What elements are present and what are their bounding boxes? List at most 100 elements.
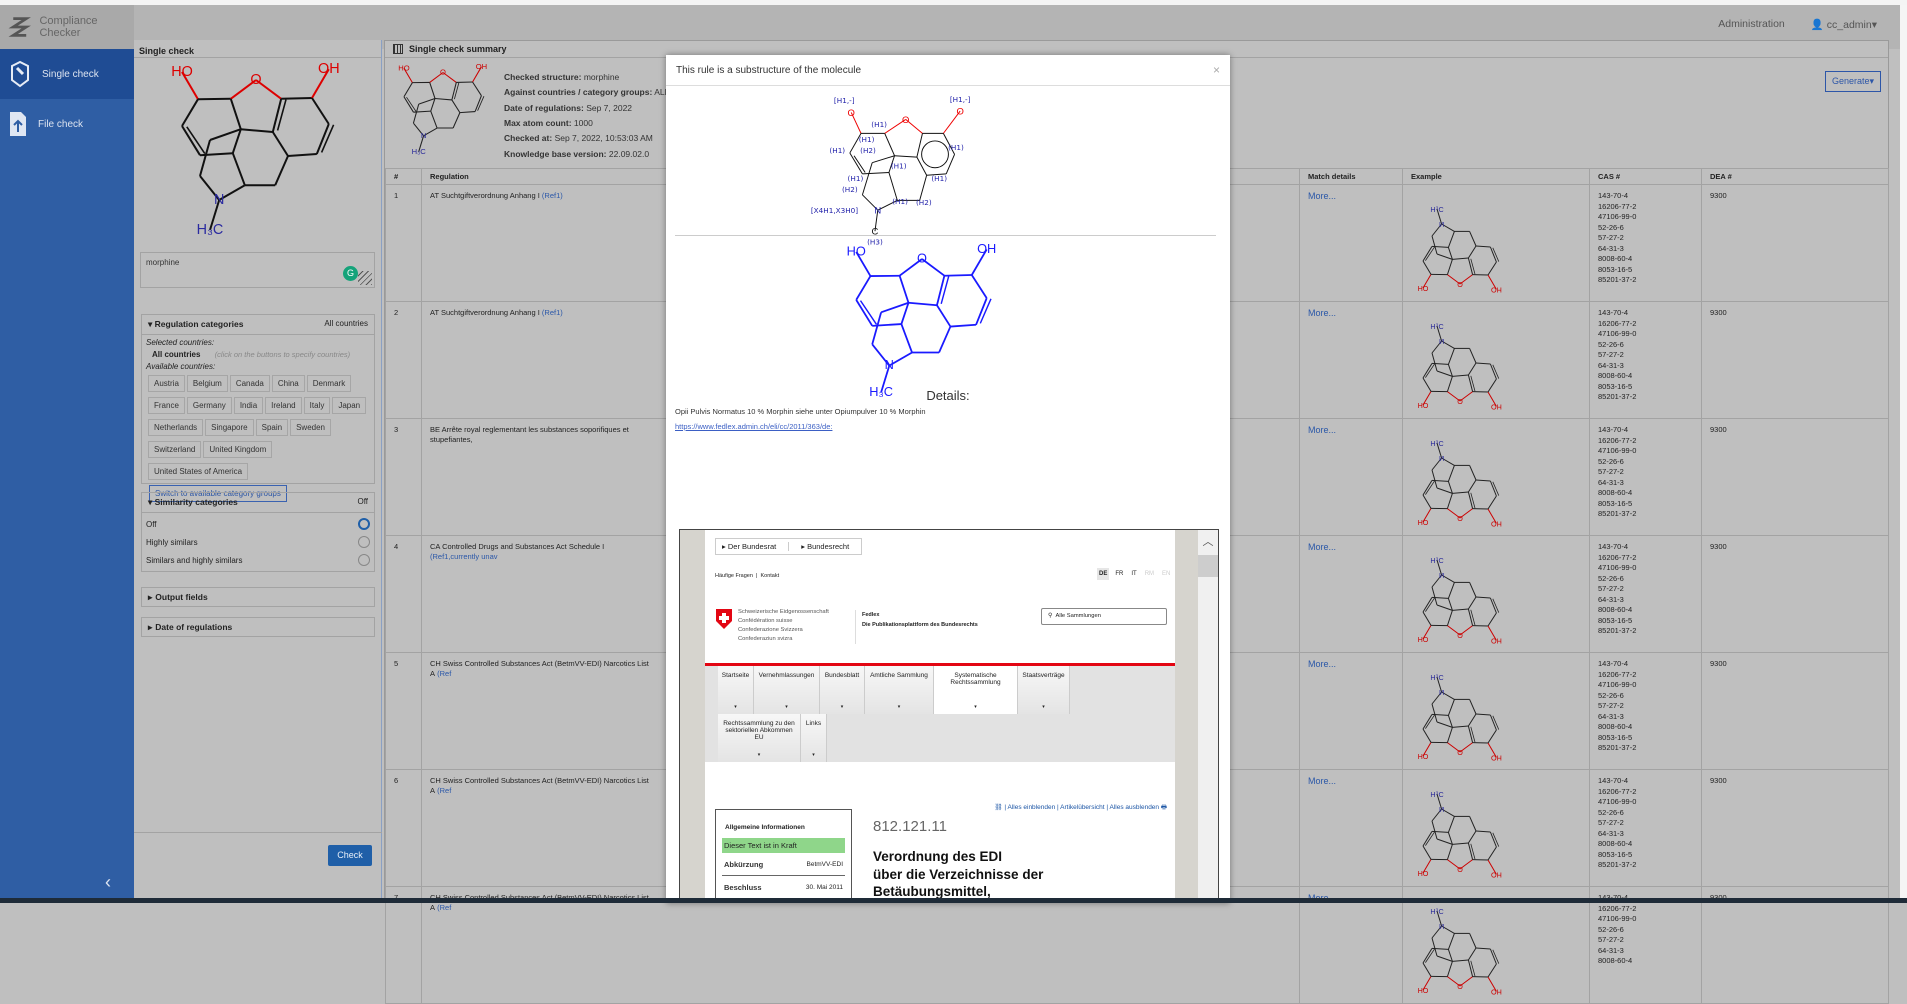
fedlex-nav-tab[interactable]: Amtliche Sammlung▾ <box>865 666 934 714</box>
confederation-name: Confédération suisse <box>738 617 829 626</box>
country-button[interactable]: Netherlands <box>148 419 203 436</box>
reference-link[interactable]: (Ref <box>437 903 451 912</box>
reference-link[interactable]: (Ref1) <box>542 308 563 317</box>
atom-label: HO <box>398 63 409 72</box>
atom-label: O <box>1457 397 1463 406</box>
language-option[interactable]: DE <box>1097 568 1109 580</box>
country-button[interactable]: Japan <box>332 397 366 414</box>
language-option[interactable]: IT <box>1129 568 1138 580</box>
substructure-modal: This rule is a substructure of the molec… <box>666 55 1230 903</box>
country-button[interactable]: United States of America <box>148 463 248 480</box>
match-details-link[interactable]: More... <box>1308 776 1336 786</box>
country-button[interactable]: United Kingdom <box>203 441 272 458</box>
country-button[interactable]: Germany <box>187 397 232 414</box>
cas-number: 8008-60-4 <box>1598 605 1693 616</box>
sidebar-item-single-check[interactable]: Single check <box>0 49 134 99</box>
country-button[interactable]: France <box>148 397 185 414</box>
match-details-link[interactable]: More... <box>1308 308 1336 318</box>
generate-button[interactable]: Generate▾ <box>1825 71 1881 92</box>
cas-number: 8053-16-5 <box>1598 382 1693 393</box>
country-button[interactable]: Canada <box>230 375 270 392</box>
radio[interactable] <box>358 554 370 566</box>
general-info-box: Allgemeine Informationen Dieser Text ist… <box>715 809 852 903</box>
administration-link[interactable]: Administration <box>1718 18 1785 31</box>
contact-link[interactable]: Kontakt <box>760 573 779 579</box>
show-all-link[interactable]: Alles einblenden <box>1007 804 1055 811</box>
faq-link[interactable]: Häufige Fragen <box>715 573 753 579</box>
similarity-option[interactable]: Similars and highly similars <box>146 551 370 569</box>
close-icon[interactable]: × <box>1213 63 1220 77</box>
logo-icon <box>4 10 35 44</box>
breadcrumb-item[interactable]: ▸ Der Bundesrat <box>716 542 788 551</box>
country-button[interactable]: India <box>234 397 263 414</box>
match-details-link[interactable]: More... <box>1308 191 1336 201</box>
check-button[interactable]: Check <box>328 845 372 866</box>
user-menu[interactable]: 👤 cc_admin▾ <box>1811 18 1877 31</box>
radio-selected[interactable] <box>358 518 370 530</box>
reference-link[interactable]: (Ref <box>437 669 451 678</box>
country-button[interactable]: Austria <box>148 375 185 392</box>
summary-info-line: Date of regulations: Sep 7, 2022 <box>504 103 632 113</box>
sidebar-item-file-check[interactable]: File check <box>0 99 134 149</box>
scroll-up-icon[interactable]: ︿ <box>1198 533 1218 549</box>
atom-label: OH <box>977 243 996 256</box>
collapse-sidebar-button[interactable]: ‹ <box>105 872 111 893</box>
radio[interactable] <box>358 536 370 548</box>
country-button[interactable]: Denmark <box>307 375 351 392</box>
fedlex-nav-tab[interactable]: Rechtssammlung zu den sektoriellen Abkom… <box>718 714 801 762</box>
match-details-link[interactable]: More... <box>1308 425 1336 435</box>
brand[interactable]: Compliance Checker <box>0 5 134 49</box>
reference-link[interactable]: (Ref1,currently unav <box>430 552 498 561</box>
match-details-link[interactable]: More... <box>1308 659 1336 669</box>
info-value: Sep 7, 2022 <box>586 103 632 113</box>
article-overview-link[interactable]: Artikelübersicht <box>1060 804 1104 811</box>
page-scrollbar[interactable] <box>1900 5 1907 898</box>
iframe-scrollbar[interactable]: ︿ <box>1198 530 1218 903</box>
country-button[interactable]: Ireland <box>265 397 301 414</box>
similarity-option[interactable]: Off <box>146 515 370 533</box>
fedlex-nav-tab[interactable]: Staatsverträge▾ <box>1018 666 1070 714</box>
similarity-option[interactable]: Highly similars <box>146 533 370 551</box>
hide-all-link[interactable]: Alles ausblenden <box>1110 804 1160 811</box>
print-icon[interactable]: 🖶 <box>1161 804 1167 811</box>
fedlex-nav-tab[interactable]: Links▾ <box>801 714 827 762</box>
language-option[interactable]: FR <box>1113 568 1125 580</box>
country-button[interactable]: Spain <box>256 419 288 436</box>
resize-handle-icon[interactable] <box>358 271 372 285</box>
structure-input[interactable]: morphine G <box>140 252 375 288</box>
breadcrumb-item[interactable]: ▸ Bundesrecht <box>788 542 861 551</box>
output-fields-section[interactable]: ▸ Output fields <box>141 587 375 607</box>
embedded-fedlex-page[interactable]: ▸ Der Bundesrat ▸ Bundesrecht Häufige Fr… <box>679 529 1219 903</box>
fedlex-nav-tab[interactable]: Bundesblatt▾ <box>820 666 865 714</box>
country-button[interactable]: Belgium <box>187 375 228 392</box>
reference-link[interactable]: (Ref <box>437 786 451 795</box>
match-details-link[interactable]: More... <box>1308 542 1336 552</box>
date-of-regulations-section[interactable]: ▸ Date of regulations <box>141 617 375 637</box>
country-button[interactable]: Italy <box>304 397 331 414</box>
reference-link[interactable]: (Ref1) <box>542 191 563 200</box>
cas-number: 8053-16-5 <box>1598 850 1693 861</box>
atom-label: O <box>917 251 927 266</box>
regulation-link[interactable]: https://www.fedlex.admin.ch/eli/cc/2011/… <box>675 422 832 431</box>
query-atom-label: [H1,-] <box>834 96 855 105</box>
dea-number: 9300 <box>1702 887 1889 1004</box>
cas-number: 143-70-4 <box>1598 776 1693 787</box>
language-option[interactable]: RM <box>1143 568 1156 580</box>
country-button[interactable]: Singapore <box>205 419 253 436</box>
country-button[interactable]: Switzerland <box>148 441 201 458</box>
country-button[interactable]: Sweden <box>290 419 331 436</box>
summary-info-line: Checked at: Sep 7, 2022, 10:53:03 AM <box>504 133 653 143</box>
fedlex-nav-tab[interactable]: Systematische Rechtssammlung▾ <box>934 666 1018 714</box>
fedlex-search-input[interactable]: ⚲ Alle Sammlungen <box>1041 608 1167 625</box>
cas-number: 64-31-3 <box>1598 946 1693 957</box>
country-button[interactable]: China <box>272 375 305 392</box>
fedlex-nav-tab[interactable]: Vernehmlassungen▾ <box>754 666 820 714</box>
grammarly-icon[interactable]: G <box>343 266 358 281</box>
fedlex-nav-tab[interactable]: Startseite▾ <box>718 666 754 714</box>
language-option[interactable]: EN <box>1160 568 1172 580</box>
cas-number: 64-31-3 <box>1598 478 1693 489</box>
